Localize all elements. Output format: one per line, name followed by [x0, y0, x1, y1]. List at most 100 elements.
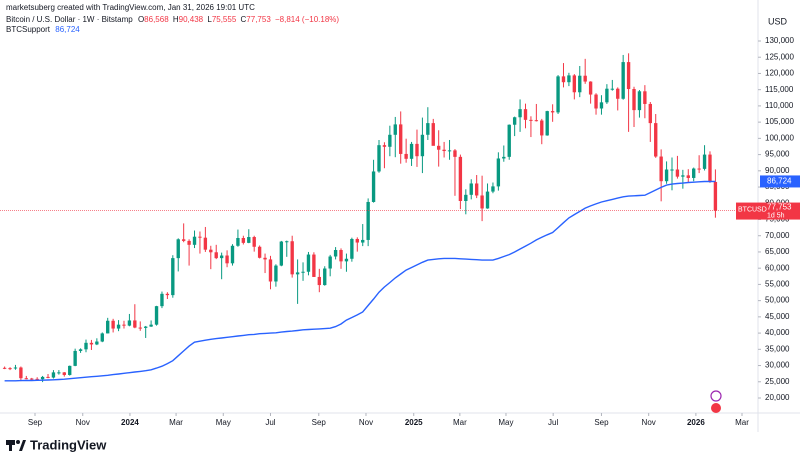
candle-body	[122, 324, 126, 326]
candle-body	[605, 88, 609, 103]
candle-body	[654, 123, 658, 157]
candle-body	[24, 378, 28, 380]
candle-body	[187, 240, 191, 245]
candle-body	[561, 76, 566, 83]
candle-body	[19, 367, 23, 379]
ohlc-value: 86,568	[144, 15, 169, 24]
candle-body	[361, 239, 365, 243]
icon	[711, 403, 721, 413]
candle-body	[686, 175, 690, 178]
candle-body	[409, 143, 414, 159]
toolbar-icons	[710, 390, 722, 413]
x-tick-label: 2024	[121, 418, 139, 427]
candle-body	[95, 341, 99, 345]
candle-body	[100, 333, 104, 342]
candle-body	[681, 175, 685, 177]
candle-body	[550, 111, 555, 113]
candle-body	[366, 201, 370, 240]
candle-body	[393, 124, 397, 135]
ohlc-key: C	[241, 15, 247, 24]
candle-body	[181, 239, 186, 241]
candle-body	[46, 376, 50, 378]
y-tick-label: 110,000	[765, 101, 794, 110]
last-price-label: 77,753	[767, 203, 792, 212]
candle-body	[350, 238, 354, 259]
y-tick-label: 40,000	[765, 328, 790, 337]
candle-body	[8, 368, 12, 370]
candle-body	[507, 124, 511, 157]
x-tick-label: Nov	[76, 418, 90, 427]
y-tick-label: 65,000	[765, 247, 790, 256]
x-tick-label: Mar	[453, 418, 467, 427]
candle-body	[355, 238, 359, 243]
y-tick-label: 20,000	[765, 393, 790, 402]
candle-body	[670, 169, 674, 171]
candle-body	[84, 342, 88, 350]
candle-body	[263, 257, 267, 260]
candle-body	[154, 306, 159, 325]
candle-body	[377, 145, 381, 172]
candle-body	[57, 372, 61, 374]
candle-body	[708, 154, 712, 182]
candle-body	[230, 245, 235, 264]
icon	[710, 390, 722, 402]
candle-body	[420, 134, 425, 157]
x-tick-label: Jul	[548, 418, 558, 427]
ohlc-key: H	[173, 15, 179, 24]
candle-body	[165, 293, 170, 296]
candle-body	[78, 349, 83, 351]
x-tick-label: Mar	[735, 418, 749, 427]
candle-body	[171, 258, 175, 296]
y-tick-label: 30,000	[765, 361, 790, 370]
candle-body	[437, 145, 441, 150]
candle-body	[567, 75, 571, 83]
candle-body	[447, 150, 452, 152]
indicator-value: 86,724	[55, 25, 80, 34]
candle-body	[295, 272, 300, 275]
candle-body	[106, 320, 110, 334]
logo: TradingView	[6, 437, 107, 452]
candle-body	[35, 378, 39, 380]
candle-body	[339, 250, 343, 262]
candle-body	[285, 241, 289, 243]
y-tick-label: 100,000	[765, 133, 794, 142]
x-tick-label: Jul	[265, 418, 275, 427]
candle-body	[111, 320, 115, 329]
candle-body	[692, 168, 696, 178]
candle-body	[632, 89, 636, 111]
y-tick-label: 115,000	[765, 85, 794, 94]
countdown: 1d 5h	[767, 212, 785, 219]
candle-body	[610, 88, 614, 90]
candle-body	[474, 183, 479, 196]
candle-body	[572, 75, 577, 93]
candle-body	[458, 156, 463, 201]
candle-body	[512, 117, 517, 125]
x-tick-label: Mar	[169, 418, 183, 427]
candle-body	[133, 320, 137, 328]
y-tick-label: 45,000	[765, 312, 790, 321]
candle-body	[73, 350, 77, 366]
candle-body	[588, 81, 593, 95]
symbol: Bitcoin / U.S. Dollar · 1W · Bitstamp	[6, 15, 133, 24]
candle-body	[388, 134, 392, 147]
candle-body	[697, 168, 701, 170]
candle-body	[496, 158, 501, 187]
logo-mark	[9, 440, 12, 451]
candle-body	[382, 145, 387, 147]
candle-body	[247, 237, 251, 243]
plot-area	[0, 53, 758, 383]
candle-body	[176, 239, 180, 259]
indicator-legend: BTCSupport 86,724	[6, 25, 80, 34]
candle-body	[219, 255, 224, 259]
candle-body	[578, 75, 582, 93]
candle-body	[529, 119, 533, 121]
candle-body	[68, 365, 72, 375]
change: −8,814 (−10.18%)	[275, 15, 339, 24]
y-tick-label: 90,000	[765, 166, 790, 175]
y-tick-label: 105,000	[765, 117, 794, 126]
ohlc-key: L	[207, 15, 212, 24]
y-tick-label: 55,000	[765, 280, 790, 289]
candle-body	[583, 75, 587, 82]
